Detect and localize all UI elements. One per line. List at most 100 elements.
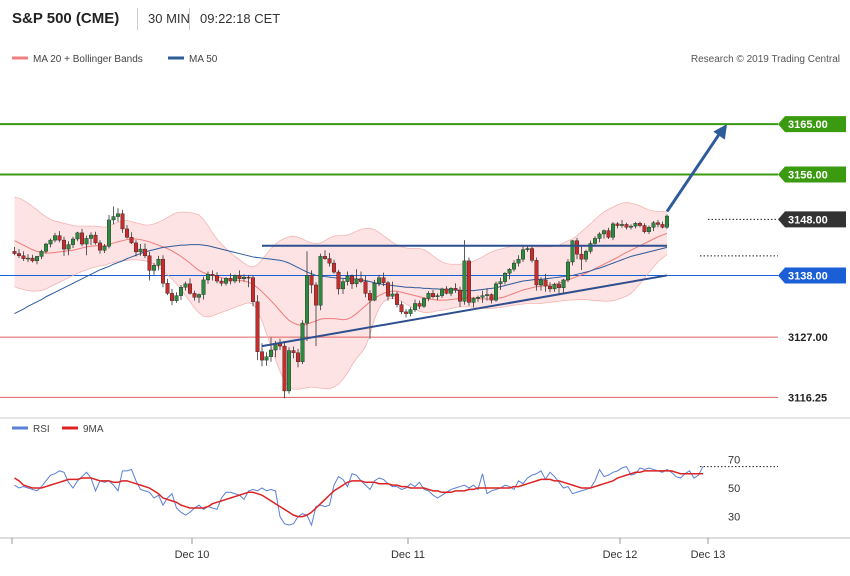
candle-body <box>656 222 661 225</box>
rsi-tick-label: 50 <box>728 483 740 495</box>
candle-body <box>620 224 625 226</box>
candle-body <box>435 295 440 297</box>
candle-body <box>642 225 647 232</box>
candle-body <box>489 294 494 301</box>
candle-body <box>624 224 629 228</box>
candle-body <box>561 279 566 288</box>
candle-body <box>368 293 373 301</box>
candle-body <box>552 284 557 290</box>
candle-body <box>453 288 458 291</box>
candle-body <box>611 223 616 238</box>
candle-body <box>431 293 436 297</box>
candle-body <box>377 277 382 284</box>
candle-body <box>93 234 98 244</box>
price-label-text: 3148.00 <box>788 214 828 226</box>
price-label-text: 3156.00 <box>788 170 828 182</box>
candle-body <box>408 309 413 314</box>
candle-body <box>449 288 454 294</box>
candle-body <box>44 243 49 252</box>
timeframe-selector[interactable]: 30 MIN <box>137 8 200 30</box>
candle-body <box>39 251 44 257</box>
candle-body <box>309 275 314 286</box>
candle-body <box>102 246 107 251</box>
price-label-3127.00: 3127.00 <box>778 329 846 346</box>
candle-body <box>183 283 188 288</box>
candle-body <box>228 278 233 282</box>
candle-body <box>332 262 337 273</box>
support-trendline <box>261 274 668 348</box>
candle-body <box>512 262 517 270</box>
candle-body <box>566 261 571 281</box>
candle-body <box>300 322 305 362</box>
projection-arrow-line <box>665 129 724 213</box>
candle-body <box>250 277 255 302</box>
candle-body <box>88 234 93 239</box>
9ma-line <box>14 470 703 518</box>
candle-body <box>660 224 665 228</box>
candle-body <box>399 304 404 313</box>
candle-body <box>395 293 400 305</box>
candle-body <box>476 297 481 299</box>
candle-body <box>246 276 251 279</box>
candle-body <box>498 281 503 285</box>
candle-body <box>138 248 143 253</box>
candle-body <box>12 251 17 254</box>
candle-body <box>341 281 346 290</box>
candle-body <box>201 279 206 295</box>
candle-body <box>530 248 535 261</box>
candle-body <box>48 239 53 245</box>
candle-body <box>84 238 89 245</box>
candle-body <box>579 253 584 260</box>
candle-body <box>494 283 499 301</box>
bollinger-band-fill <box>14 196 667 390</box>
x-axis: Dec 10 Dec 11 Dec 12 Dec 13 <box>0 537 850 561</box>
candle-body <box>354 278 359 285</box>
price-label-box <box>778 389 846 406</box>
candle-body <box>97 242 102 251</box>
price-label-text: 3138.00 <box>788 270 828 282</box>
price-label-box <box>778 166 846 183</box>
price-label-box <box>778 211 846 228</box>
candle-body <box>120 213 125 230</box>
price-label-text: 3165.00 <box>788 119 828 131</box>
candle-body <box>534 260 539 286</box>
candle-body <box>336 271 341 290</box>
candle-body <box>57 235 62 241</box>
candle-body <box>593 238 598 244</box>
rsi-legend-label: RSI <box>33 424 50 435</box>
candle-body <box>507 269 512 274</box>
candle-body <box>602 230 607 235</box>
candle-body <box>129 237 134 244</box>
candle-body <box>548 285 553 290</box>
candle-body <box>264 356 269 361</box>
x-tick-label: Dec 13 <box>691 549 726 561</box>
candle-body <box>525 248 530 250</box>
candle-body <box>444 288 449 294</box>
candle-body <box>633 223 638 227</box>
candle-body <box>75 232 80 240</box>
candle-body <box>66 244 71 250</box>
candle-body <box>21 255 26 259</box>
price-label-box <box>778 267 846 284</box>
candle-body <box>269 349 274 357</box>
candle-body <box>615 223 620 226</box>
candle-body <box>115 213 120 217</box>
candle-body <box>485 294 490 296</box>
candle-body <box>638 223 643 226</box>
candle-body <box>35 256 40 262</box>
candle-body <box>629 225 634 228</box>
candle-body <box>260 351 265 361</box>
candle-body <box>458 289 463 302</box>
candle-body <box>205 274 210 281</box>
candle-body <box>210 274 215 276</box>
candle-body <box>426 293 431 299</box>
x-tick-label: Dec 10 <box>175 549 210 561</box>
candle-body <box>30 257 35 262</box>
candle-body <box>521 249 526 260</box>
candle-body <box>467 260 472 303</box>
candle-body <box>350 275 355 285</box>
candle-body <box>651 222 656 228</box>
candle-body <box>291 350 296 354</box>
9ma-legend-label: 9MA <box>83 424 104 435</box>
rsi-plot: 30 50 70 <box>14 454 778 527</box>
